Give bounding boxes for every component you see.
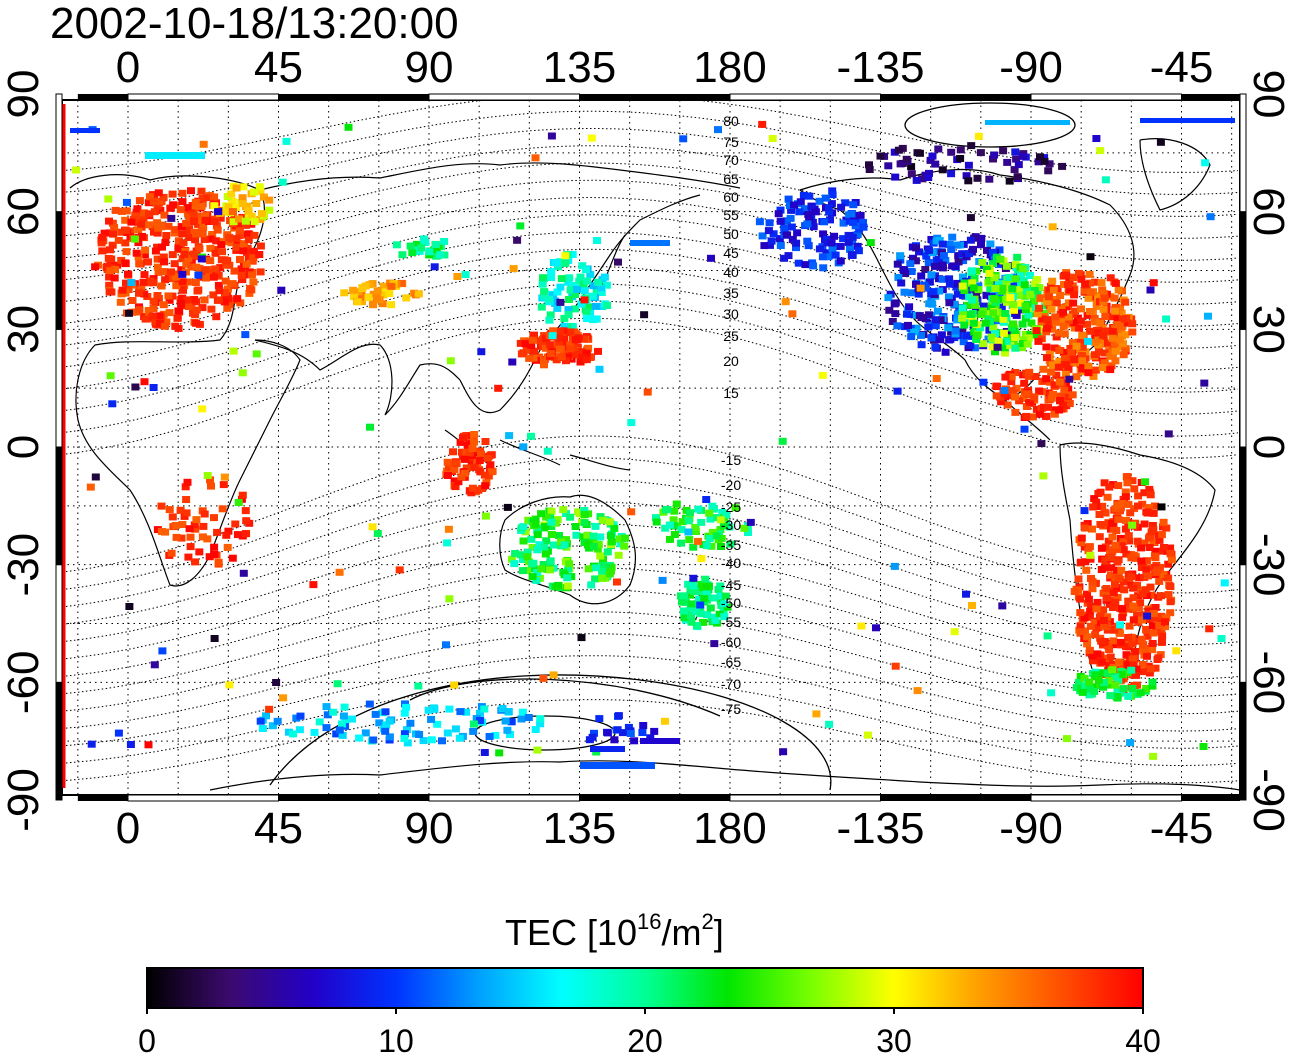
lon-tick-label-top: 180 bbox=[693, 43, 766, 92]
contour-label-south: -55 bbox=[721, 614, 741, 630]
contour-label-north: 40 bbox=[723, 264, 739, 280]
colorbar-tick-label: 0 bbox=[138, 1023, 156, 1057]
lon-tick-label-bottom: -90 bbox=[999, 804, 1063, 853]
colorbar-tick-label: 20 bbox=[627, 1023, 663, 1057]
lat-tick-label-right: 30 bbox=[1244, 305, 1292, 354]
lon-axis-top: 0 45 90 135 180 -135 -90 -45 bbox=[116, 43, 1214, 92]
lat-tick-label-left: 0 bbox=[0, 435, 48, 459]
contour-label-south: -35 bbox=[721, 537, 741, 553]
lon-tick-label-top: -45 bbox=[1150, 43, 1214, 92]
lon-tick-label-top: 45 bbox=[254, 43, 303, 92]
contour-label-north: 60 bbox=[723, 189, 739, 205]
lon-tick-label-bottom: 45 bbox=[254, 804, 303, 853]
lat-tick-label-right: 90 bbox=[1244, 70, 1292, 119]
lat-tick-label-right: 60 bbox=[1244, 187, 1292, 236]
lat-tick-label-left: -90 bbox=[0, 768, 48, 832]
lat-tick-label-left: 60 bbox=[0, 187, 48, 236]
lon-tick-label-bottom: -135 bbox=[836, 804, 924, 853]
contour-label-south: -60 bbox=[721, 634, 741, 650]
contour-label-south: -25 bbox=[721, 499, 741, 515]
contour-label-south: -15 bbox=[721, 452, 741, 468]
tec-observation-cells bbox=[70, 118, 1235, 769]
axis-frame-ticks bbox=[55, 93, 1247, 802]
lat-tick-label-right: -60 bbox=[1244, 651, 1292, 715]
contour-label-north: 30 bbox=[723, 306, 739, 322]
contour-label-south: -75 bbox=[721, 701, 741, 717]
contour-label-north: 55 bbox=[723, 207, 739, 223]
map-title: 2002-10-18/13:20:00 bbox=[50, 0, 459, 48]
contour-label-north: 65 bbox=[723, 171, 739, 187]
contour-label-north: 80 bbox=[723, 113, 739, 129]
contour-label-north: 45 bbox=[723, 245, 739, 261]
lon-tick-label-bottom: 180 bbox=[693, 804, 766, 853]
contour-label-north: 50 bbox=[723, 226, 739, 242]
contour-label-south: -40 bbox=[721, 555, 741, 571]
lon-tick-label-top: 90 bbox=[405, 43, 454, 92]
lon-tick-label-bottom: -45 bbox=[1150, 804, 1214, 853]
lat-tick-label-right: -30 bbox=[1244, 533, 1292, 597]
contour-label-south: -20 bbox=[721, 477, 741, 493]
lat-axis-left: 90 60 30 0 -30 -60 -90 bbox=[0, 70, 48, 832]
contour-label-north: 20 bbox=[723, 353, 739, 369]
contour-label-north: 25 bbox=[723, 328, 739, 344]
contour-label-north: 75 bbox=[723, 134, 739, 150]
contour-label-north: 35 bbox=[723, 285, 739, 301]
lon-tick-label-bottom: 0 bbox=[116, 804, 140, 853]
lat-tick-label-left: -60 bbox=[0, 651, 48, 715]
lat-tick-label-left: 30 bbox=[0, 305, 48, 354]
colorbar-ticks: 0 10 20 30 40 bbox=[138, 1008, 1161, 1057]
lat-tick-label-left: 90 bbox=[0, 70, 48, 119]
lon-tick-label-top: -135 bbox=[836, 43, 924, 92]
contour-labels: 80 75 70 65 60 55 50 45 40 35 30 25 20 15 -15 -20 -25 -30… bbox=[721, 113, 741, 717]
lon-tick-label-top: 135 bbox=[543, 43, 616, 92]
lon-tick-label-bottom: 90 bbox=[405, 804, 454, 853]
colorbar-tick-label: 40 bbox=[1125, 1023, 1161, 1057]
colorbar-tick-label: 30 bbox=[876, 1023, 912, 1057]
contour-label-south: -70 bbox=[721, 676, 741, 692]
lat-tick-label-right: -90 bbox=[1244, 768, 1292, 832]
contour-label-south: -50 bbox=[721, 595, 741, 611]
lat-axis-right: 90 60 30 0 -30 -60 -90 bbox=[1244, 70, 1292, 832]
colorbar-tick-label: 10 bbox=[378, 1023, 414, 1057]
colorbar bbox=[146, 967, 1144, 1009]
lon-tick-label-top: 0 bbox=[116, 43, 140, 92]
contour-label-south: -30 bbox=[721, 517, 741, 533]
lon-tick-label-top: -90 bbox=[999, 43, 1063, 92]
contour-label-south: -65 bbox=[721, 654, 741, 670]
contour-label-north: 15 bbox=[723, 385, 739, 401]
contour-label-south: -45 bbox=[721, 577, 741, 593]
lon-tick-label-bottom: 135 bbox=[543, 804, 616, 853]
lat-tick-label-left: -30 bbox=[0, 533, 48, 597]
contour-label-north: 70 bbox=[723, 152, 739, 168]
colorbar-title: TEC [1016/m2] bbox=[505, 909, 724, 953]
lon-axis-bottom: 0 45 90 135 180 -135 -90 -45 bbox=[116, 804, 1214, 853]
lat-tick-label-right: 0 bbox=[1244, 435, 1292, 459]
